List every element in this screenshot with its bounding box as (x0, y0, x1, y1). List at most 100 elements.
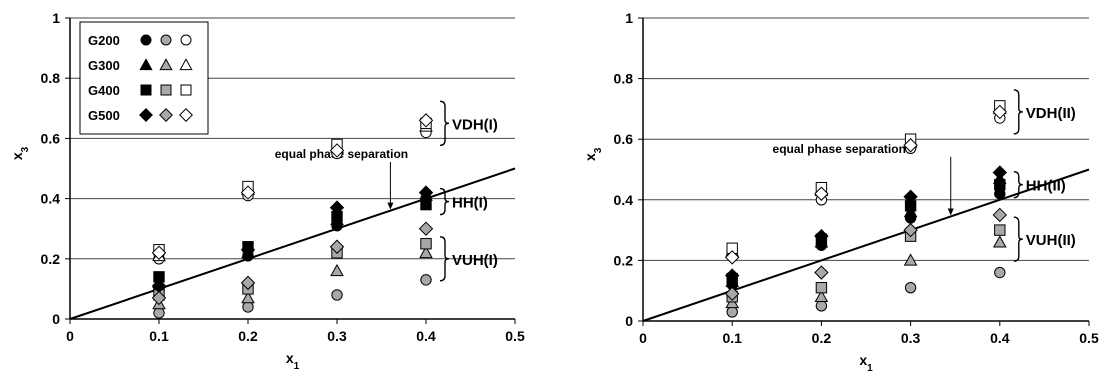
x-axis-label: x1 (859, 352, 873, 374)
region-label: HH(I) (452, 195, 488, 212)
data-point (903, 253, 918, 266)
legend-label: G200 (88, 33, 120, 48)
y-tick-label: 1 (625, 10, 633, 26)
legend-marker (160, 34, 172, 46)
region-label: VUH(I) (452, 252, 498, 269)
region-brace (439, 100, 450, 147)
data-point (329, 200, 345, 215)
region-brace (439, 187, 450, 216)
data-point (418, 113, 434, 128)
legend: G200 G300 G400 G500 (79, 21, 209, 135)
annotation-arrowhead (947, 208, 954, 216)
equal-phase-line (642, 168, 1090, 322)
region-brace (1013, 89, 1023, 135)
y-tick-label: 0.6 (614, 131, 634, 147)
data-point (814, 228, 829, 244)
y-tick-label: 0.8 (614, 71, 634, 87)
legend-marker (139, 108, 153, 122)
y-tick-label: 0.4 (614, 192, 634, 208)
data-point (418, 221, 434, 236)
data-point (994, 266, 1006, 279)
x-axis-label: x1 (286, 350, 300, 372)
legend-marker (180, 34, 192, 46)
data-point (904, 281, 917, 294)
legend-marker (180, 84, 192, 96)
data-point (420, 274, 432, 286)
data-point (724, 250, 740, 265)
legend-label: G400 (88, 83, 120, 98)
legend-marker (160, 84, 172, 96)
data-point (419, 245, 433, 259)
data-point (331, 289, 343, 301)
legend-marker (139, 58, 153, 71)
data-point (903, 222, 918, 238)
equal-phase-line (69, 167, 516, 320)
equal-phase-label: equal phase separation (773, 142, 906, 156)
chart-panel-2: 0 0.1 0.2 0.3 0.4 0.5 0 0.2 0.4 0.6 0.8 1 x1 x3 equal … (582, 10, 1099, 374)
y-tick-label: 0.8 (41, 70, 61, 86)
y-axis-label: x3 (582, 147, 604, 161)
data-point (420, 198, 432, 211)
data-point (814, 265, 829, 280)
y-tick-label: 0 (625, 313, 633, 329)
region-label: VDH(II) (1026, 105, 1076, 122)
data-point (903, 138, 918, 153)
x-tick-label: 0.1 (149, 328, 169, 344)
y-tick-label: 0.4 (41, 191, 61, 207)
x-tick-label: 0.4 (990, 330, 1010, 346)
legend-label: G500 (88, 108, 120, 123)
y-tick-label: 0.2 (614, 252, 634, 268)
x-tick-label: 0.1 (722, 330, 742, 346)
data-point (329, 143, 345, 158)
x-tick-label: 0.3 (327, 328, 347, 344)
data-point (242, 301, 254, 313)
legend-marker (140, 34, 152, 46)
x-tick-label: 0 (66, 328, 74, 344)
y-tick-label: 1 (52, 10, 60, 26)
data-point (420, 238, 432, 250)
data-point (724, 286, 740, 301)
data-point (330, 263, 344, 277)
data-point (903, 189, 918, 204)
data-point (994, 178, 1006, 191)
region-label: HH(II) (1026, 178, 1066, 195)
legend-marker (179, 108, 193, 122)
x-tick-label: 0.3 (901, 330, 921, 346)
y-tick-label: 0.6 (41, 130, 61, 146)
region-label: VUH(II) (1026, 232, 1076, 249)
data-point (815, 281, 828, 294)
legend-marker (179, 58, 193, 71)
data-point (724, 268, 740, 283)
data-point (151, 245, 167, 260)
data-point (241, 290, 255, 304)
data-point (240, 185, 256, 200)
annotation-arrowhead (387, 202, 394, 210)
y-tick-label: 0.2 (41, 251, 61, 267)
region-brace (1013, 170, 1023, 199)
data-point (992, 104, 1008, 120)
region-brace (1013, 216, 1023, 262)
data-point (329, 239, 345, 254)
legend-marker (140, 84, 152, 96)
y-tick-label: 0 (52, 311, 60, 327)
data-point (994, 224, 1006, 236)
x-tick-label: 0.5 (505, 328, 525, 344)
data-point (992, 207, 1008, 223)
x-tick-label: 0.5 (1079, 330, 1099, 346)
data-point (153, 307, 165, 319)
data-point (992, 165, 1008, 180)
y-axis-label: x3 (9, 146, 31, 160)
data-point (814, 289, 829, 303)
data-point (815, 300, 828, 312)
legend-marker (159, 108, 173, 122)
x-tick-label: 0.2 (812, 330, 832, 346)
legend-label: G300 (88, 58, 120, 73)
data-point (151, 290, 167, 306)
legend-marker (159, 58, 173, 71)
data-point (726, 306, 738, 318)
data-point (240, 242, 256, 257)
x-tick-label: 0.2 (238, 328, 258, 344)
